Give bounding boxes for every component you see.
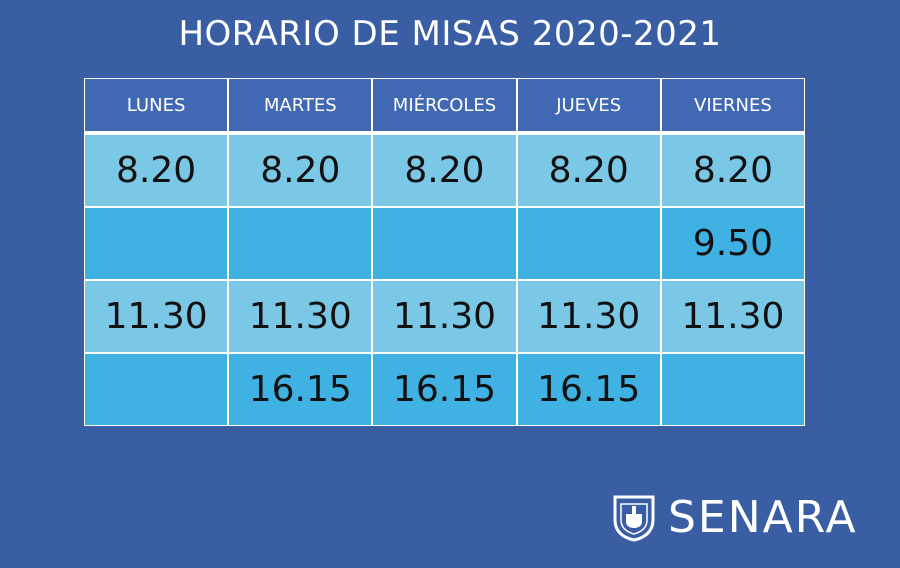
time-cell: 8.20 — [661, 135, 804, 206]
time-cell: 11.30 — [85, 281, 228, 352]
header-martes: MARTES — [229, 79, 372, 133]
header-viernes: VIERNES — [661, 79, 804, 133]
time-cell — [661, 354, 804, 425]
time-cell — [85, 354, 228, 425]
time-cell: 8.20 — [85, 135, 228, 206]
time-cell: 8.20 — [373, 135, 516, 206]
time-cell: 8.20 — [229, 135, 372, 206]
time-cell: 9.50 — [661, 208, 804, 279]
time-cell — [517, 208, 660, 279]
time-cell: 11.30 — [373, 281, 516, 352]
time-cell — [85, 208, 228, 279]
senara-logo: SENARA — [612, 492, 858, 543]
header-lunes: LUNES — [85, 79, 228, 133]
page-title: HORARIO DE MISAS 2020-2021 — [178, 14, 722, 54]
time-cell: 16.15 — [517, 354, 660, 425]
mass-schedule-table: LUNES MARTES MIÉRCOLES JUEVES VIERNES 8.… — [84, 78, 805, 426]
time-cell: 16.15 — [229, 354, 372, 425]
senara-shield-icon — [613, 495, 655, 542]
time-cell — [373, 208, 516, 279]
time-cell: 11.30 — [229, 281, 372, 352]
header-jueves: JUEVES — [517, 79, 660, 133]
header-miercoles: MIÉRCOLES — [373, 79, 516, 133]
time-cell: 11.30 — [661, 281, 804, 352]
time-cell: 16.15 — [373, 354, 516, 425]
time-cell: 11.30 — [517, 281, 660, 352]
senara-logo-text: SENARA — [668, 492, 858, 543]
time-cell: 8.20 — [517, 135, 660, 206]
time-cell — [229, 208, 372, 279]
